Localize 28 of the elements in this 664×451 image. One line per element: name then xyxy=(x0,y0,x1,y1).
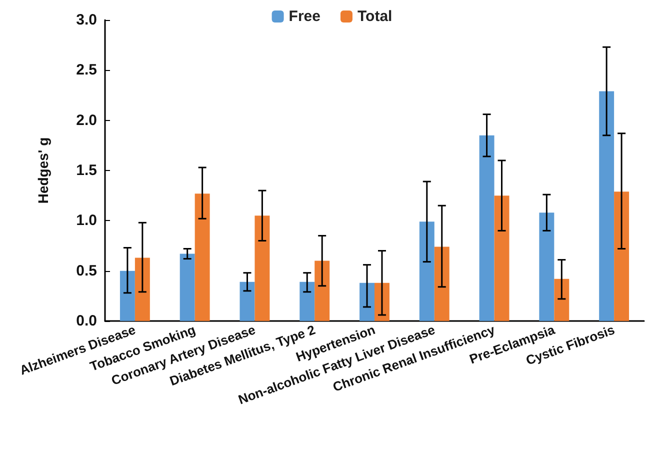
bar xyxy=(194,194,210,321)
bar xyxy=(120,270,135,321)
bar xyxy=(180,254,195,321)
legend-label: Total xyxy=(357,8,392,25)
bar xyxy=(494,196,510,321)
bar xyxy=(240,282,255,321)
bar xyxy=(300,282,315,321)
bar xyxy=(360,282,374,321)
y-tick-label: 2.5 xyxy=(76,62,97,79)
y-tick-label: 1.5 xyxy=(76,162,97,179)
y-tick-label: 3.0 xyxy=(76,12,97,28)
bar xyxy=(539,212,554,321)
legend-label: Free xyxy=(288,8,320,25)
bar xyxy=(614,192,630,321)
bar xyxy=(314,260,330,321)
y-tick-label: 0.0 xyxy=(76,312,97,330)
bar xyxy=(254,216,270,321)
bar xyxy=(479,135,494,321)
bar xyxy=(554,278,570,321)
bar xyxy=(599,91,614,321)
y-tick-label: 2.0 xyxy=(76,112,97,129)
bar xyxy=(434,246,450,321)
bar xyxy=(134,258,150,321)
y-axis-title: Hedges' g xyxy=(35,137,51,204)
y-tick-label: 0.5 xyxy=(76,262,97,280)
y-tick-label: 1.0 xyxy=(76,212,97,230)
bar xyxy=(374,282,390,321)
bar xyxy=(419,222,434,321)
